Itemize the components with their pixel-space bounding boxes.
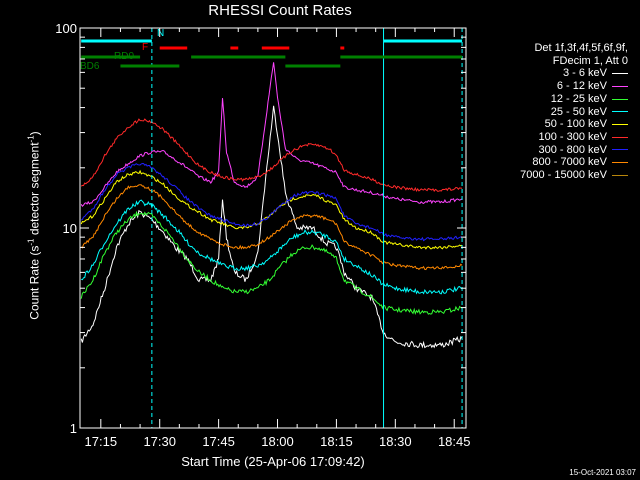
series-line-0 — [80, 105, 463, 349]
axis-layer: 1 10 100 17:15 17:30 17:45 18:00 18:15 18:30 18:4… — [55, 21, 470, 449]
series-line-7 — [80, 184, 463, 271]
legend-swatch — [612, 111, 628, 113]
x-tick-label-6: 18:45 — [438, 434, 471, 449]
status-label-f: F — [142, 42, 148, 53]
y-tick-label-0: 1 — [70, 421, 77, 436]
status-label-n: N — [157, 28, 164, 39]
legend-item-4: 50 - 100 keV — [478, 118, 628, 131]
legend-swatch — [612, 174, 628, 176]
legend-item-5: 100 - 300 keV — [478, 131, 628, 144]
legend-item-3: 25 - 50 keV — [478, 106, 628, 119]
x-tick-label-5: 18:30 — [379, 434, 412, 449]
legend-item-8: 7000 - 15000 keV — [478, 169, 628, 182]
x-tick-label-1: 17:30 — [143, 434, 176, 449]
legend-label: 7000 - 15000 keV — [520, 169, 607, 182]
status-label-bd6: BD6 — [80, 61, 100, 72]
x-tick-label-4: 18:15 — [320, 434, 353, 449]
legend-label: 50 - 100 keV — [544, 118, 607, 131]
legend-swatch — [612, 85, 628, 87]
series-layer — [80, 62, 463, 349]
x-axis-label: Start Time (25-Apr-06 17:09:42) — [181, 454, 365, 469]
y-axis-label: Count Rate (s-1 detector segment-1) — [26, 131, 42, 320]
legend-swatch — [612, 136, 628, 138]
legend-swatch — [612, 124, 628, 126]
legend-label: 3 - 6 keV — [562, 67, 607, 80]
legend-label: 12 - 25 keV — [550, 92, 607, 105]
legend-swatch — [612, 162, 628, 164]
plot-frame — [79, 27, 467, 429]
legend-item-1: 6 - 12 keV — [478, 80, 628, 93]
legend-label: 6 - 12 keV — [556, 80, 607, 93]
legend-item-6: 300 - 800 keV — [478, 144, 628, 157]
y-tick-label-2: 100 — [55, 21, 77, 36]
chart-title: RHESSI Count Rates — [208, 2, 352, 19]
legend-label: 25 - 50 keV — [550, 105, 607, 118]
legend-label: 100 - 300 keV — [538, 130, 608, 143]
legend-label: 300 - 800 keV — [538, 143, 608, 156]
legend-swatch — [612, 73, 628, 75]
series-line-1 — [80, 62, 463, 207]
legend-item-7: 800 - 7000 keV — [478, 156, 628, 169]
legend-item-2: 12 - 25 keV — [478, 93, 628, 106]
series-line-4 — [80, 169, 463, 250]
series-line-2 — [80, 210, 463, 316]
x-tick-label-3: 18:00 — [261, 434, 294, 449]
y-tick-label-1: 10 — [63, 221, 77, 236]
x-tick-label-2: 17:45 — [202, 434, 235, 449]
legend-label: 800 - 7000 keV — [532, 156, 607, 169]
x-tick-label-0: 17:15 — [85, 434, 118, 449]
legend-header-line-1: Det 1f,3f,4f,5f,6f,9f, — [534, 42, 628, 54]
legend-swatch — [612, 98, 628, 100]
series-line-3 — [81, 199, 463, 295]
footer-timestamp: 15-Oct-2021 03:07 — [569, 468, 636, 477]
legend-header-line-2: FDecim 1, Att 0 — [552, 54, 628, 67]
series-line-5 — [80, 118, 463, 193]
legend: Det 1f,3f,4f,5f,6f,9f, FDecim 1, Att 0 3… — [478, 42, 628, 182]
legend-item-0: 3 - 6 keV — [478, 67, 628, 80]
status-layer: NF RD0 BD6 — [80, 28, 463, 72]
legend-swatch — [612, 149, 628, 151]
series-line-6 — [80, 162, 463, 242]
status-label-rd0: RD0 — [114, 51, 134, 62]
